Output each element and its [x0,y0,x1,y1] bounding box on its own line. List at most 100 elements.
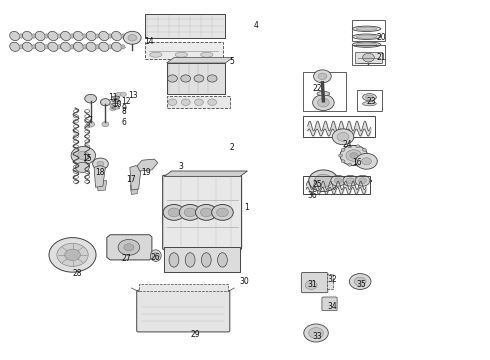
Ellipse shape [48,42,58,51]
Text: 25: 25 [313,180,322,189]
Circle shape [217,208,228,217]
Ellipse shape [96,34,99,38]
Text: 32: 32 [327,274,337,284]
Circle shape [337,132,349,141]
Ellipse shape [86,31,96,41]
Text: 10: 10 [113,100,122,109]
Circle shape [318,73,327,80]
Text: 3: 3 [179,162,184,171]
Bar [303,176,370,194]
Text: 34: 34 [327,302,337,311]
Circle shape [363,160,367,163]
Text: 14: 14 [145,37,154,46]
Circle shape [346,178,354,184]
Circle shape [168,75,177,82]
Circle shape [85,94,97,103]
Ellipse shape [74,42,83,51]
Text: 19: 19 [141,168,151,177]
Circle shape [179,204,201,220]
Circle shape [71,147,96,165]
Polygon shape [107,235,152,260]
Circle shape [304,324,328,342]
Text: 2: 2 [229,143,234,152]
Circle shape [168,208,180,217]
Text: 22: 22 [313,84,322,93]
Circle shape [181,99,190,105]
Circle shape [114,99,120,104]
Ellipse shape [57,45,61,49]
Text: 13: 13 [128,91,138,100]
Bar [164,247,240,272]
Ellipse shape [352,34,381,39]
Ellipse shape [61,42,71,51]
Bar [357,90,382,111]
Polygon shape [164,171,247,176]
Polygon shape [97,180,107,191]
Ellipse shape [10,42,20,51]
Circle shape [97,161,104,166]
Text: 1: 1 [244,202,249,211]
Circle shape [100,99,110,106]
Ellipse shape [108,34,112,38]
Circle shape [207,75,217,82]
Text: 33: 33 [313,332,322,341]
Ellipse shape [23,31,32,41]
Circle shape [318,98,329,107]
Ellipse shape [45,34,49,38]
Circle shape [309,328,323,338]
Circle shape [123,31,141,44]
Text: 31: 31 [308,280,318,289]
Circle shape [362,158,371,165]
Circle shape [332,129,354,145]
Polygon shape [137,159,158,171]
Circle shape [181,75,191,82]
Circle shape [102,122,109,127]
Circle shape [349,274,371,289]
FancyBboxPatch shape [137,290,230,332]
Ellipse shape [150,250,161,261]
Ellipse shape [121,45,125,49]
Ellipse shape [70,34,74,38]
Bar [145,14,225,38]
Text: 11: 11 [108,93,117,102]
Bar [355,52,382,63]
Polygon shape [167,58,233,63]
Ellipse shape [74,31,83,41]
Ellipse shape [317,91,330,96]
Text: 9: 9 [122,104,126,112]
Text: 28: 28 [73,269,82,278]
Circle shape [196,204,217,220]
Circle shape [355,175,370,186]
Circle shape [116,92,122,96]
Circle shape [212,204,233,220]
Circle shape [341,160,345,163]
Circle shape [339,154,343,157]
Circle shape [75,162,89,172]
Text: 8: 8 [122,107,126,116]
Circle shape [118,239,140,255]
Bar [352,20,385,41]
Ellipse shape [356,43,377,46]
Ellipse shape [150,52,162,57]
Ellipse shape [121,34,125,38]
Ellipse shape [86,42,96,51]
Ellipse shape [352,42,381,47]
Ellipse shape [366,95,373,99]
Circle shape [314,70,331,83]
Ellipse shape [352,26,381,31]
FancyBboxPatch shape [322,297,337,311]
Ellipse shape [363,94,376,101]
Ellipse shape [218,253,227,267]
Circle shape [354,277,366,286]
Ellipse shape [48,31,58,41]
Text: 18: 18 [96,168,105,177]
Text: 20: 20 [376,33,386,42]
Circle shape [340,145,368,166]
FancyBboxPatch shape [163,175,242,249]
Ellipse shape [83,45,87,49]
Text: 12: 12 [122,97,131,106]
Circle shape [315,174,332,187]
Ellipse shape [96,45,99,49]
Polygon shape [94,166,105,187]
Ellipse shape [201,52,213,57]
